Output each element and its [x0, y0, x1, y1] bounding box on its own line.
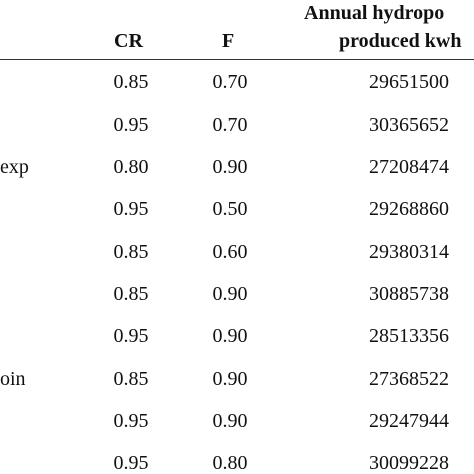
f-cell: 0.90	[212, 410, 248, 432]
cr-cell: 0.95	[113, 325, 149, 347]
annual-header-line2: produced kwh	[339, 30, 462, 52]
header-rule	[0, 59, 474, 60]
annual-cell: 29268860	[369, 198, 449, 220]
annual-cell: 30365652	[369, 114, 449, 136]
cr-cell: 0.85	[113, 283, 149, 305]
annual-cell: 30885738	[369, 283, 449, 305]
f-cell: 0.70	[212, 71, 248, 93]
f-cell: 0.90	[212, 283, 248, 305]
cr-cell: 0.80	[113, 156, 149, 178]
row-label-oin: oin	[0, 368, 26, 390]
f-cell: 0.50	[212, 198, 248, 220]
annual-cell: 28513356	[369, 325, 449, 347]
f-cell: 0.90	[212, 368, 248, 390]
annual-cell: 29247944	[369, 410, 449, 432]
f-cell: 0.90	[212, 325, 248, 347]
f-header: F	[222, 30, 235, 52]
annual-cell: 29380314	[369, 241, 449, 263]
f-cell: 0.60	[212, 241, 248, 263]
cr-cell: 0.85	[113, 368, 149, 390]
annual-cell: 27368522	[369, 368, 449, 390]
cr-cell: 0.85	[113, 241, 149, 263]
cr-cell: 0.95	[113, 410, 149, 432]
f-cell: 0.90	[212, 156, 248, 178]
f-cell: 0.80	[212, 452, 248, 474]
row-label-exp: exp	[0, 156, 29, 178]
cr-cell: 0.95	[113, 198, 149, 220]
cr-cell: 0.95	[113, 114, 149, 136]
cr-cell: 0.85	[113, 71, 149, 93]
annual-cell: 30099228	[369, 452, 449, 474]
annual-cell: 27208474	[369, 156, 449, 178]
annual-cell: 29651500	[369, 71, 449, 93]
annual-header-line1: Annual hydropo	[304, 2, 445, 24]
cr-header: CR	[114, 30, 143, 52]
f-cell: 0.70	[212, 114, 248, 136]
cr-cell: 0.95	[113, 452, 149, 474]
